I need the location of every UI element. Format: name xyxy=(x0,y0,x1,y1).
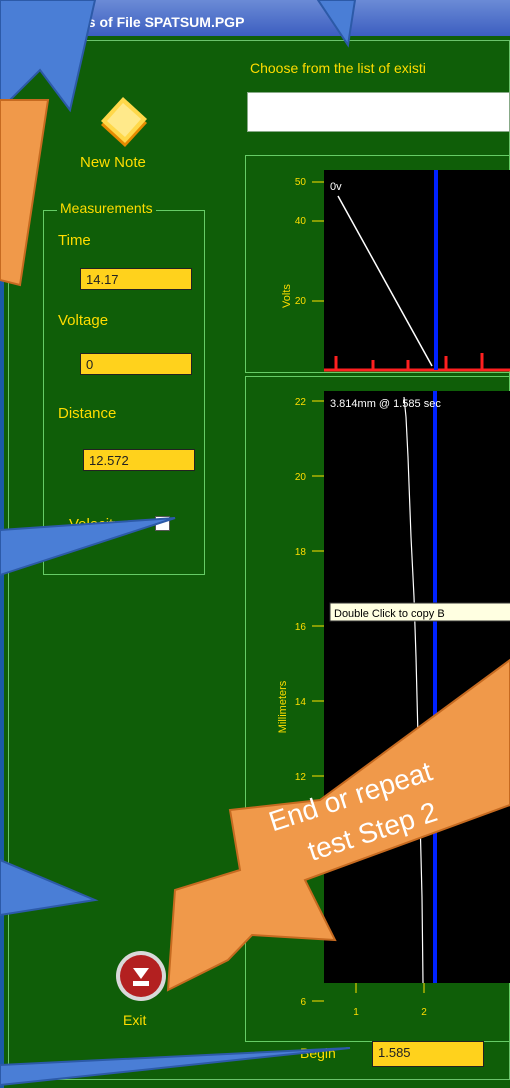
callout-arrow-blue xyxy=(316,0,357,48)
distance-axis-label: Millimeters xyxy=(277,680,289,733)
distance-field[interactable]: 12.572 xyxy=(83,449,195,471)
d-ytick: 20 xyxy=(295,472,307,483)
d-xtick-1: 1 xyxy=(353,1007,359,1018)
v-tick-50: 50 xyxy=(295,177,307,188)
d-ytick: 12 xyxy=(295,772,307,783)
d-ytick: 18 xyxy=(295,547,307,558)
file-chooser-input[interactable] xyxy=(247,92,510,132)
time-field[interactable]: 14.17 xyxy=(80,268,192,290)
measurements-legend: Measurements xyxy=(57,200,156,216)
callout-arrow-blue xyxy=(0,1047,351,1087)
exit-label[interactable]: Exit xyxy=(123,1012,147,1028)
d-ytick: 16 xyxy=(295,622,307,633)
callout-arrow-blue xyxy=(0,517,176,577)
voltage-chart-panel: Volts 50 40 20 0 0v xyxy=(245,155,510,388)
distance-trace xyxy=(403,396,424,984)
d-ytick: 14 xyxy=(295,697,307,708)
file-chooser-label: Choose from the list of existi xyxy=(250,60,426,76)
d-xtick-2: 2 xyxy=(421,1007,427,1018)
copy-tooltip: Double Click to copy B xyxy=(334,608,445,620)
voltage-axis-label: Volts xyxy=(281,284,293,308)
voltage-label: Voltage xyxy=(58,312,109,329)
begin-field[interactable]: 1.585 xyxy=(372,1041,484,1067)
callout-arrow-orange xyxy=(166,658,510,992)
voltage-annotation: 0v xyxy=(330,181,342,193)
d-ytick: 6 xyxy=(300,997,306,1008)
annotation-arrow xyxy=(337,195,433,367)
distance-label: Distance xyxy=(58,405,117,422)
time-label: Time xyxy=(58,232,91,249)
new-note-label[interactable]: New Note xyxy=(80,154,146,171)
exit-icon[interactable] xyxy=(115,950,167,1002)
d-ytick: 22 xyxy=(295,397,307,408)
callout-arrow-blue xyxy=(0,858,99,917)
v-tick-40: 40 xyxy=(295,216,307,227)
callout-arrow-blue xyxy=(0,0,97,113)
note-icon[interactable] xyxy=(95,95,153,153)
distance-readout: 3.814mm @ 1.585 sec xyxy=(330,398,441,410)
v-tick-20: 20 xyxy=(295,296,307,307)
voltage-field[interactable]: 0 xyxy=(80,353,192,375)
callout-box-orange xyxy=(0,99,50,287)
voltage-chart: Volts 50 40 20 0 0v xyxy=(281,170,510,388)
